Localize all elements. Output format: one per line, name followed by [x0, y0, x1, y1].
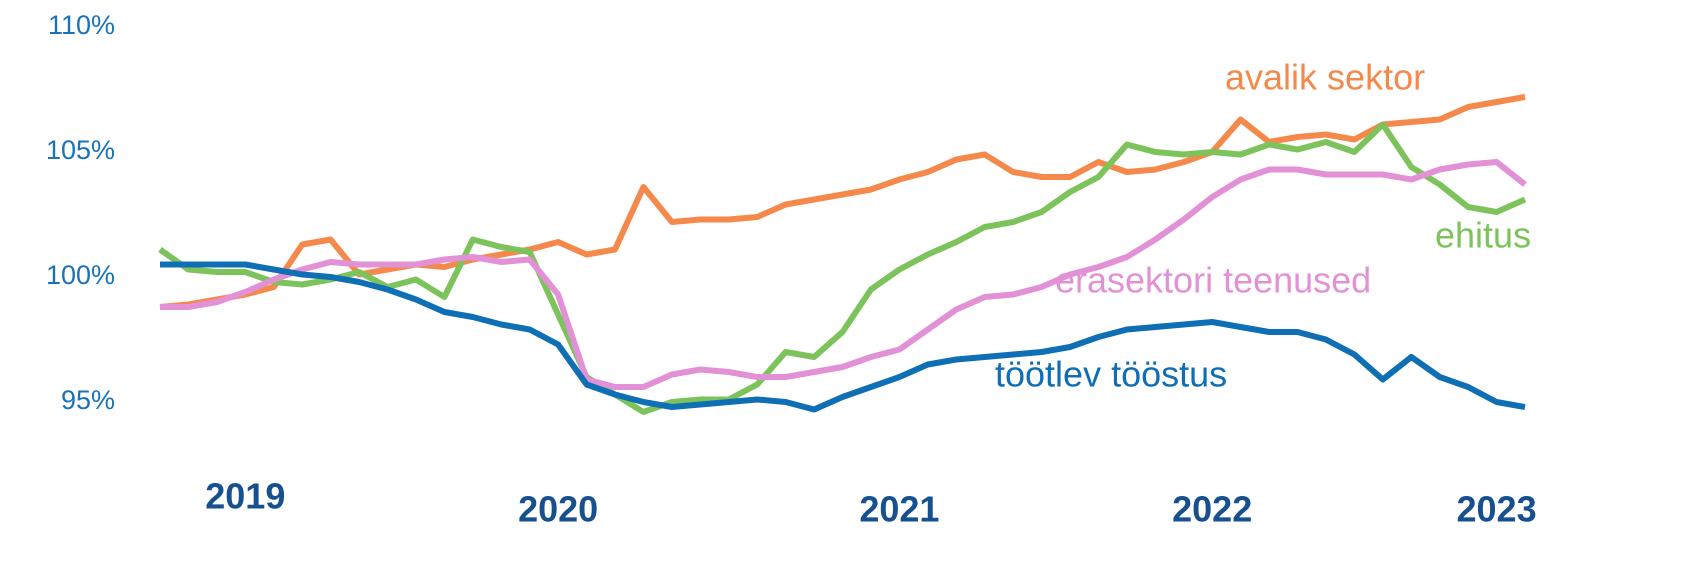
y-tick-label: 95%	[61, 385, 115, 415]
x-tick-label: 2023	[1457, 489, 1537, 530]
line-series	[159, 94, 1526, 310]
series-label: töötlev tööstus	[995, 354, 1227, 395]
series-label: avalik sektor	[1225, 57, 1425, 98]
y-tick-label: 110%	[48, 10, 115, 40]
y-tick-label: 105%	[46, 135, 115, 165]
x-tick-label: 2022	[1172, 489, 1252, 530]
x-tick-label: 2020	[518, 489, 598, 530]
line-series	[160, 261, 1526, 413]
series-label: erasektori teenused	[1055, 260, 1371, 301]
y-tick-label: 100%	[46, 260, 115, 290]
series-label: ehitus	[1435, 215, 1531, 256]
x-tick-label: 2019	[205, 476, 285, 517]
line-series	[160, 159, 1527, 390]
x-tick-label: 2021	[859, 489, 939, 530]
